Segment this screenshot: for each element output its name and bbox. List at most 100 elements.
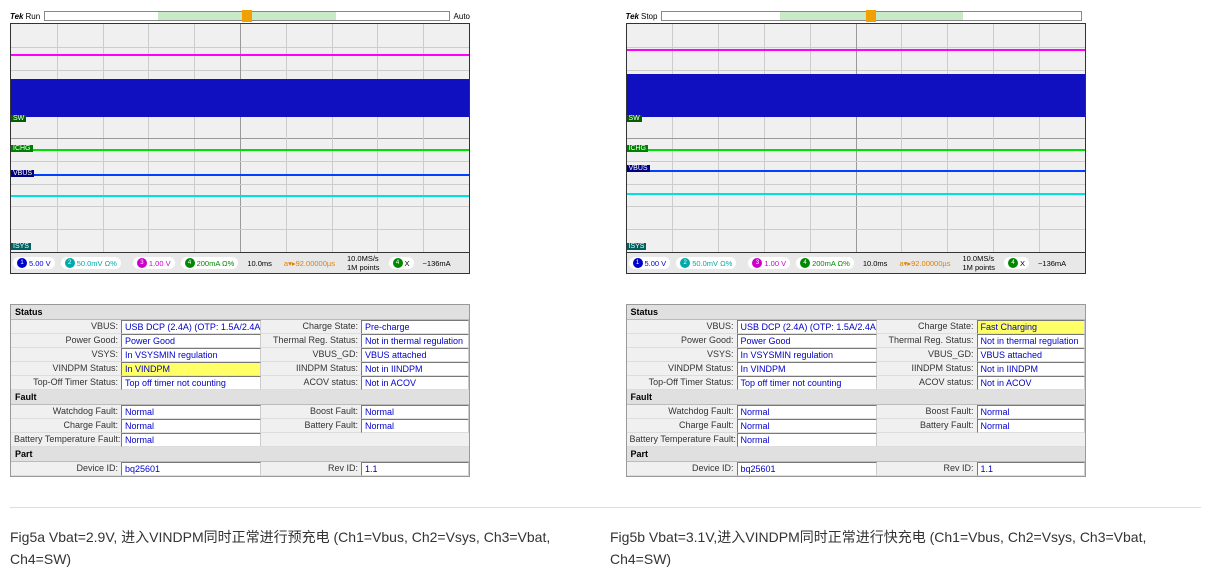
part-label: Device ID: [11,462,121,476]
delay: a▾▸92.00000µs [896,259,953,268]
part-header: Part [11,447,469,462]
status-value: Not in ACOV [977,376,1085,390]
fault-label: Battery Temperature Fault: [627,433,737,447]
timebase: 10.0ms [244,259,275,268]
fault-value: Normal [121,405,261,419]
scope-wrapper: TekRunAutoSWICHGVBUSISYS15.00 V250.0mV Ω… [10,10,470,274]
part-value: bq25601 [121,462,261,476]
channel-4-readout: 4200mA Ω% [181,257,239,269]
part-label: Device ID: [627,462,737,476]
trace-ch4-sw [627,74,1085,117]
fault-value: Normal [977,419,1085,433]
label-ch1-vbus: VBUS [11,170,34,177]
part-value: 1.1 [977,462,1085,476]
status-label: Power Good: [627,334,737,348]
channel-3-readout: 31.00 V [748,257,790,269]
label-ch4-sw: SW [11,115,26,122]
trace-isys [627,193,1085,195]
caption-row: Fig5a Vbat=2.9V, 进入VINDPM同时正常进行预充电 (Ch1=… [0,508,1211,581]
status-label: VSYS: [11,348,121,362]
part-grid: Device ID:bq25601Rev ID:1.1 [627,462,1085,476]
status-label: Top-Off Timer Status: [627,376,737,390]
part-label: Rev ID: [877,462,977,476]
scope-readout-bar: 15.00 V250.0mV Ω%31.00 V4200mA Ω%10.0msa… [10,253,470,274]
part-value: bq25601 [737,462,877,476]
status-label: Top-Off Timer Status: [11,376,121,390]
fault-grid: Watchdog Fault:NormalBoost Fault:NormalC… [627,405,1085,447]
right-column: TekStopSWICHGVBUSISYS15.00 V250.0mV Ω%31… [626,10,1202,477]
trigger-source: 4 X [1004,257,1029,269]
trigger-marker-icon [242,10,252,22]
delay: a▾▸92.00000µs [281,259,338,268]
fault-value: Normal [361,405,469,419]
status-grid: VBUS:USB DCP (2.4A) (OTP: 1.5A/2.4A)Char… [627,320,1085,390]
part-value: 1.1 [361,462,469,476]
status-value: In VSYSMIN regulation [121,348,261,362]
status-label: Thermal Reg. Status: [877,334,977,348]
oscilloscope-display: SWICHGVBUSISYS [10,23,470,253]
run-stop-label: Stop [641,12,657,21]
run-stop-label: Run [26,12,41,21]
status-label: VSYS: [627,348,737,362]
fault-label: Boost Fault: [261,405,361,419]
status-label: ACOV status: [877,376,977,390]
trace-ch2-ichg [627,149,1085,151]
fault-header: Fault [627,390,1085,405]
status-value: Power Good [121,334,261,348]
fault-value: Normal [361,419,469,433]
channel-2-readout: 250.0mV Ω% [676,257,736,269]
fault-label: Battery Fault: [261,419,361,433]
trace-ch3-vbat [627,49,1085,51]
status-grid: VBUS:USB DCP (2.4A) (OTP: 1.5A/2.4A)Char… [11,320,469,390]
status-label: Charge State: [877,320,977,334]
status-value: Not in IINDPM [361,362,469,376]
trace-ch4-sw [11,79,469,118]
fault-label: Boost Fault: [877,405,977,419]
fault-value: Normal [737,405,877,419]
acquisition-bar [44,11,449,21]
status-value: In VINDPM [737,362,877,376]
acquisition-bar [661,11,1081,21]
status-value: VBUS attached [977,348,1085,362]
status-value: Not in IINDPM [977,362,1085,376]
part-header: Part [627,447,1085,462]
status-value: VBUS attached [361,348,469,362]
fault-label: Watchdog Fault: [11,405,121,419]
channel-1-readout: 15.00 V [629,257,671,269]
label-isys: ISYS [627,243,647,250]
trace-ch3-vbat [11,54,469,56]
status-label: Charge State: [261,320,361,334]
status-value: In VSYSMIN regulation [737,348,877,362]
fault-label [877,433,977,447]
status-header: Status [11,305,469,320]
status-label: Power Good: [11,334,121,348]
label-isys: ISYS [11,243,31,250]
sample-rate: 10.0MS/s1M points [959,254,998,272]
fault-label: Watchdog Fault: [627,405,737,419]
status-label: VBUS: [627,320,737,334]
status-value: Not in thermal regulation [361,334,469,348]
fault-label [261,433,361,447]
status-value: Top off timer not counting [737,376,877,390]
trigger-mode: Auto [454,12,470,21]
fault-header: Fault [11,390,469,405]
fault-label: Battery Fault: [877,419,977,433]
status-label: IINDPM Status: [261,362,361,376]
part-label: Rev ID: [261,462,361,476]
status-value: Fast Charging [977,320,1085,334]
status-value: Not in thermal regulation [977,334,1085,348]
timebase: 10.0ms [860,259,891,268]
trace-ch2-ichg [11,149,469,151]
measurement: ~136mA [420,259,454,268]
fault-value: Normal [737,419,877,433]
status-value: USB DCP (2.4A) (OTP: 1.5A/2.4A) [737,320,877,334]
status-label: Thermal Reg. Status: [261,334,361,348]
trace-isys [11,195,469,197]
fault-value: Normal [977,405,1085,419]
label-ch4-sw: SW [627,115,642,122]
trigger-source: 4 X [389,257,414,269]
channel-2-readout: 250.0mV Ω% [61,257,121,269]
fault-label: Charge Fault: [11,419,121,433]
channel-3-readout: 31.00 V [133,257,175,269]
sample-rate: 10.0MS/s1M points [344,254,383,272]
